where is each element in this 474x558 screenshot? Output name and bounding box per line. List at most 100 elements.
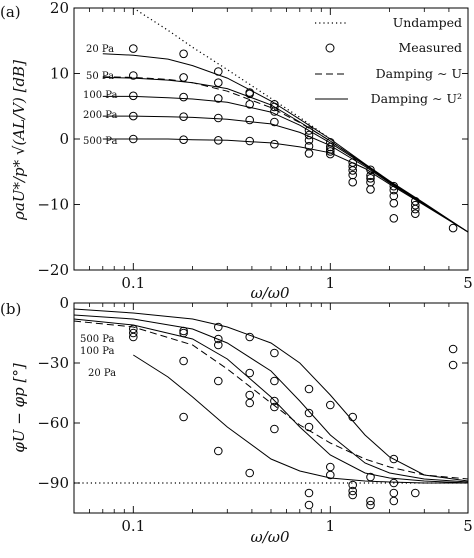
measured-point [129, 134, 138, 144]
series-a-damping-u-50-pa [102, 76, 469, 233]
panel-a-measured-points [129, 44, 458, 233]
measured-point [214, 340, 223, 350]
measured-point [245, 89, 254, 99]
panel-a-ticks: 0.1 1 5 −20 −10 0 10 20 [37, 0, 472, 292]
legend-label-damping-u2: Damping ∼ U² [371, 91, 462, 106]
curve-label-b-20pa: 20 Pa [88, 368, 116, 379]
measured-point [304, 130, 314, 140]
series-a-500-pa [102, 138, 469, 233]
x-tick-label: 0.1 [121, 274, 145, 292]
y-tick-label: −90 [37, 474, 69, 492]
measured-point [366, 165, 375, 175]
measured-point [214, 136, 223, 145]
y-tick-label: 0 [59, 294, 69, 312]
y-tick-label: 10 [50, 65, 69, 83]
measured-point [448, 360, 458, 370]
measured-point [348, 170, 358, 180]
panel-b-xlabel: ω/ω0 [250, 528, 290, 546]
measured-point [366, 472, 375, 482]
y-tick-label: −20 [37, 261, 69, 279]
series-b-50-pa [73, 318, 469, 484]
y-tick-label: −60 [37, 414, 69, 432]
curve-label-b-500pa: 500 Pa [80, 334, 115, 345]
measured-point [326, 149, 335, 159]
measured-point [304, 488, 314, 498]
curve-label-a-200pa: 200 Pa [83, 110, 118, 121]
panel-a-tag: (a) [0, 3, 21, 21]
curve-label-a-50pa: 50 Pa [86, 71, 114, 82]
measured-point [129, 328, 138, 338]
measured-point [129, 44, 138, 53]
measured-point [411, 488, 420, 498]
measured-point [348, 480, 358, 490]
measured-point [448, 344, 458, 354]
measured-point [214, 322, 223, 332]
measured-point [326, 147, 335, 156]
measured-point [179, 73, 188, 82]
measured-point [214, 446, 223, 456]
measured-point [304, 500, 314, 510]
legend-label-damping-u: Damping ∼ U [376, 66, 462, 81]
y-tick-label: 0 [59, 130, 69, 148]
measured-point [348, 490, 358, 500]
y-tick-label: 20 [50, 0, 69, 17]
measured-point [214, 376, 223, 386]
curve-label-b-100pa: 100 Pa [80, 346, 115, 357]
measured-point [179, 49, 188, 59]
measured-point [389, 181, 399, 191]
measured-point [245, 368, 254, 378]
measured-point [214, 94, 223, 103]
measured-point [270, 117, 279, 127]
measured-point [245, 398, 254, 408]
measured-point [179, 356, 188, 366]
panel-a-ylabel: ρaU*/p* √(AL/V) [dB] [10, 60, 28, 221]
series-a-200-pa [102, 115, 469, 233]
measured-point [179, 328, 188, 338]
measured-point [214, 113, 223, 123]
measured-point [245, 468, 254, 478]
measured-point [304, 126, 314, 135]
measured-point [304, 384, 314, 394]
measured-point [179, 92, 188, 102]
measured-point [389, 191, 399, 201]
measured-point [129, 111, 138, 121]
measured-point [270, 396, 279, 406]
legend-label-measured: Measured [399, 40, 463, 55]
measured-point [270, 348, 279, 358]
measured-point [179, 112, 188, 121]
measured-point [389, 198, 399, 208]
measured-point [389, 214, 399, 223]
measured-point [304, 136, 314, 145]
series-b-100-pa [73, 314, 469, 483]
measured-point [389, 488, 399, 498]
panel-b-tag: (b) [0, 300, 21, 318]
measured-point [214, 78, 223, 87]
measured-point [304, 422, 314, 432]
measured-point [179, 412, 188, 422]
measured-point [348, 177, 358, 187]
x-tick-label: 1 [326, 274, 336, 292]
measured-point [326, 462, 335, 472]
measured-point [389, 454, 399, 464]
measured-point [304, 149, 314, 158]
measured-point [448, 223, 458, 233]
measured-point [366, 496, 375, 506]
measured-point [366, 171, 375, 180]
measured-point [270, 102, 279, 112]
legend-swatch-measured [325, 43, 335, 53]
measured-point [348, 486, 358, 496]
curve-label-a-500pa: 500 Pa [83, 136, 118, 147]
panel-a: (a) 0.1 1 5 −20 −10 0 10 20 ρaU*/p* √(AL/V) [dB… [0, 0, 473, 302]
curve-label-a-20pa: 20 Pa [86, 44, 114, 55]
x-tick-label: 5 [463, 517, 473, 535]
measured-point [270, 107, 279, 116]
measured-point [366, 500, 375, 510]
measured-point [214, 334, 223, 344]
measured-point [411, 209, 420, 218]
measured-point [270, 424, 279, 434]
measured-point [245, 100, 254, 109]
measured-point [129, 71, 138, 80]
legend: Undamped Measured Damping ∼ U Damping ∼ … [315, 15, 462, 106]
measured-point [389, 496, 399, 506]
measured-point [411, 200, 420, 210]
